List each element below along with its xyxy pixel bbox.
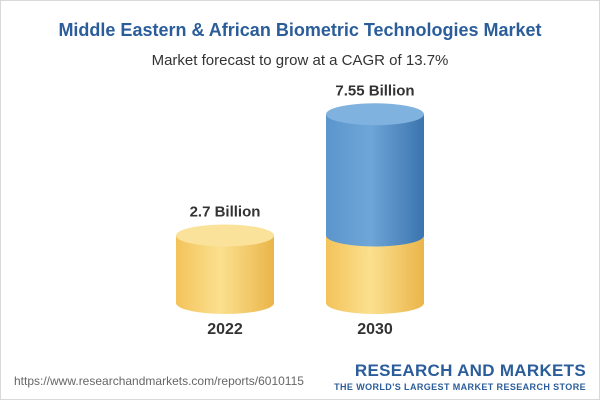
brand-tagline: THE WORLD'S LARGEST MARKET RESEARCH STOR… — [334, 382, 586, 392]
bar-base-segment — [176, 235, 274, 314]
category-label: 2022 — [207, 321, 243, 338]
source-url: https://www.researchandmarkets.com/repor… — [14, 374, 304, 388]
chart-title: Middle Eastern & African Biometric Techn… — [58, 20, 542, 40]
chart-subtitle: Market forecast to grow at a CAGR of 13.… — [151, 52, 449, 69]
bar-top-cap — [176, 224, 274, 247]
bar-2030 — [326, 103, 424, 314]
bar-base-segment — [326, 235, 424, 314]
bar-2022 — [176, 224, 274, 314]
value-label: 2.7 Billion — [190, 204, 261, 221]
category-label: 2030 — [357, 321, 393, 338]
value-label: 7.55 Billion — [335, 82, 414, 99]
brand-logo: RESEARCH AND MARKETS THE WORLD'S LARGEST… — [334, 361, 586, 392]
brand-name: RESEARCH AND MARKETS — [354, 361, 586, 380]
bar-top-cap — [326, 103, 424, 126]
bar-growth-segment — [326, 114, 424, 247]
